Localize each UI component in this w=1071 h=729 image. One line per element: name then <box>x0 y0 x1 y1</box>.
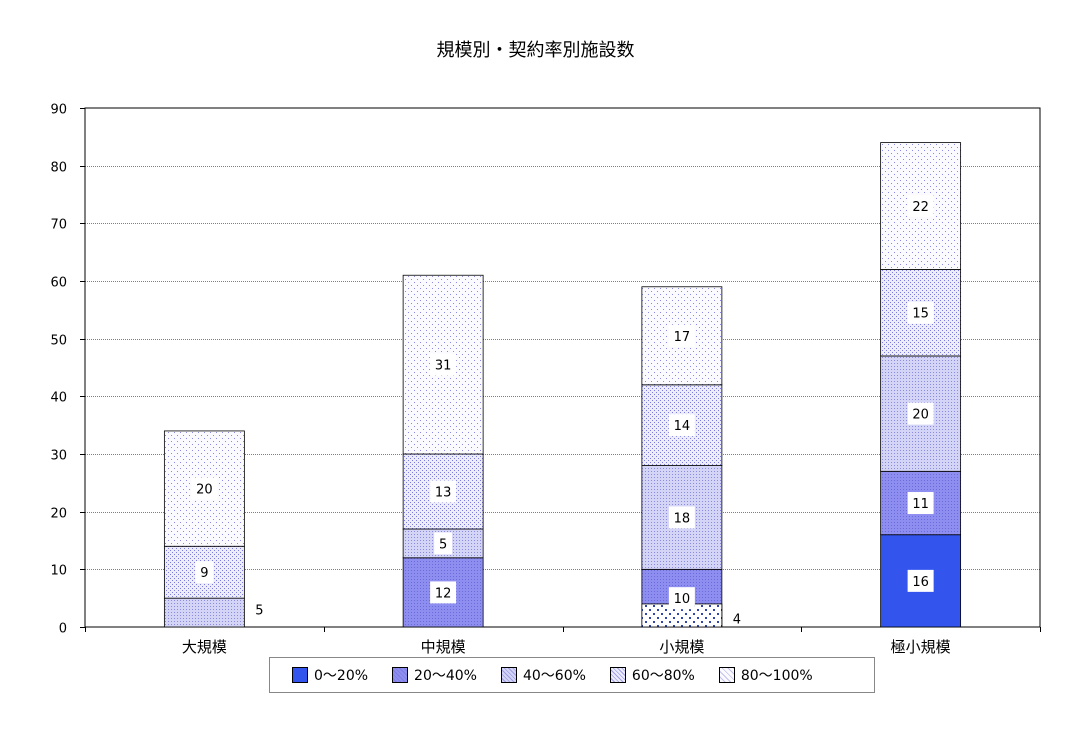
data-label-box <box>907 402 934 425</box>
data-label-box <box>430 581 457 604</box>
data-label: 5 <box>439 537 447 552</box>
y-tick-label: 50 <box>50 334 67 349</box>
legend-label: 20～40% <box>414 668 477 684</box>
plot-frame <box>84 107 1041 628</box>
x-tick-label: 極小規模 <box>891 638 951 656</box>
data-label-box <box>907 569 934 592</box>
legend-swatch <box>292 667 308 683</box>
data-label: 11 <box>912 497 929 512</box>
data-label: 12 <box>435 586 452 601</box>
y-tick-label: 70 <box>50 218 67 233</box>
x-tick-label: 小規模 <box>659 638 704 656</box>
legend-swatch <box>609 667 626 683</box>
data-label: 16 <box>912 575 929 590</box>
data-label-box <box>668 587 695 610</box>
bars <box>163 142 962 628</box>
data-label: 18 <box>674 511 691 526</box>
y-tick-label: 30 <box>50 449 67 464</box>
chart-title: 規模別・契約率別施設数 <box>436 40 635 61</box>
data-label: 31 <box>435 359 452 374</box>
legend-label: 0～20% <box>314 668 369 684</box>
legend-label: 60～80% <box>631 668 695 684</box>
legend: 0～20% 20～40% 40～60% 60～80% 80～100% <box>269 657 875 693</box>
data-label: 13 <box>435 485 452 500</box>
data-label: 14 <box>674 419 691 434</box>
data-label: 15 <box>912 307 929 322</box>
x-tick-label: 中規模 <box>421 638 466 656</box>
axes: 0 10 20 30 40 50 60 70 80 90 大規模 中規模 小規模 極小規模 <box>50 103 1041 656</box>
data-label-box <box>668 324 695 347</box>
legend-item: 80～100% <box>718 665 813 685</box>
data-label-box <box>434 532 453 555</box>
legend-label: 40～60% <box>522 668 586 684</box>
y-tick-label: 90 <box>50 103 67 118</box>
data-label-box <box>907 492 934 515</box>
data-label-box <box>668 414 695 437</box>
data-label-box <box>430 480 457 503</box>
data-label-box <box>907 301 934 324</box>
legend-swatch <box>500 667 517 683</box>
data-label: 20 <box>196 483 213 498</box>
data-label: 20 <box>912 408 929 423</box>
legend-item: 20～40% <box>392 665 477 685</box>
data-label-box <box>430 353 457 376</box>
y-tick-label: 20 <box>50 507 67 522</box>
data-labels: 5 9 20 12 5 13 31 4 10 18 14 17 16 11 20 15 22 <box>191 195 934 627</box>
y-tick-label: 0 <box>59 622 67 637</box>
legend-item: 0～20% <box>292 665 368 685</box>
data-label: 4 <box>733 612 741 627</box>
legend-item: 60～80% <box>609 665 695 685</box>
data-label: 22 <box>912 200 929 215</box>
data-label-box <box>191 477 218 500</box>
y-tick-label: 40 <box>50 391 67 406</box>
data-label-box <box>668 506 695 529</box>
data-label-box <box>195 561 214 584</box>
y-tick-label: 80 <box>50 161 67 176</box>
legend-swatch <box>392 667 409 683</box>
bar-segment <box>163 597 245 628</box>
legend-label: 80～100% <box>740 668 813 684</box>
data-label: 10 <box>674 592 691 607</box>
legend-swatch <box>718 667 735 683</box>
x-tick-label: 大規模 <box>182 638 227 656</box>
legend-item: 40～60% <box>500 665 586 685</box>
y-tick-label: 60 <box>50 276 67 291</box>
data-label-box <box>907 195 934 218</box>
y-tick-label: 10 <box>50 564 67 579</box>
data-label: 5 <box>255 604 263 619</box>
data-label: 9 <box>200 566 208 581</box>
data-label: 17 <box>674 330 691 345</box>
